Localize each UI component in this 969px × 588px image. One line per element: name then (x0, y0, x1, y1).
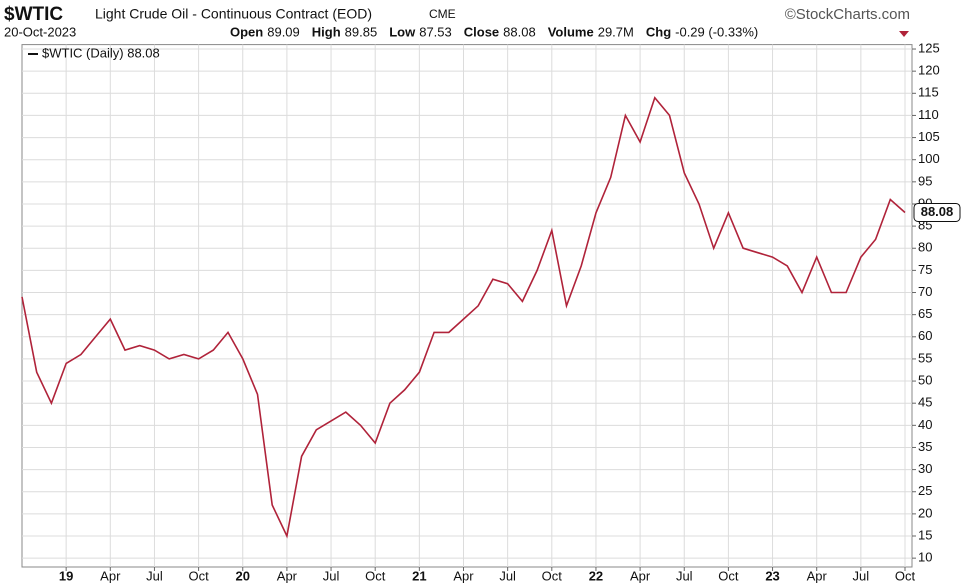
price-line (21, 96, 906, 539)
y-tick-label: 10 (918, 550, 932, 565)
plot-area (21, 44, 913, 568)
x-tick-label: Oct (365, 568, 386, 583)
y-tick-label: 35 (918, 439, 932, 454)
stat-label: Low (389, 24, 416, 39)
x-tick-label: Jul (676, 568, 693, 583)
y-tick-label: 115 (918, 85, 939, 100)
source: ©StockCharts.com (785, 6, 910, 23)
stat-value: 87.53 (419, 24, 452, 39)
plot: 1015202530354045505560657075808590951001… (21, 40, 961, 583)
instrument-name: Light Crude Oil - Continuous Contract (E… (95, 6, 372, 22)
stat-value: 89.85 (345, 24, 378, 39)
y-tick-label: 15 (918, 527, 932, 542)
y-tick-label: 75 (918, 262, 932, 277)
x-tick-label: Oct (895, 568, 916, 583)
y-tick-label: 125 (918, 40, 940, 55)
x-tick-label: Jul (853, 568, 870, 583)
y-tick-label: 80 (918, 240, 932, 255)
last-value-label: 88.08 (921, 204, 954, 219)
date: 20-Oct-2023 (4, 24, 76, 39)
stat-label: Open (230, 24, 263, 39)
y-tick-label: 55 (918, 350, 932, 365)
legend-label: $WTIC (Daily) 88.08 (42, 45, 160, 60)
y-tick-label: 25 (918, 483, 932, 498)
stat-value: 29.7M (598, 24, 634, 39)
x-tick-label: Apr (100, 568, 121, 583)
x-tick-label: Oct (718, 568, 739, 583)
x-tick-label: 21 (412, 568, 426, 583)
y-tick-label: 110 (918, 107, 939, 122)
x-tick-label: Oct (188, 568, 209, 583)
y-tick-label: 70 (918, 284, 932, 299)
y-tick-label: 95 (918, 173, 932, 188)
x-tick-label: Apr (453, 568, 474, 583)
y-tick-label: 105 (918, 129, 940, 144)
exchange: CME (429, 7, 456, 21)
y-tick-label: 120 (918, 63, 940, 78)
symbol: $WTIC (4, 4, 63, 25)
stats: Open 89.09 High 89.85 Low 87.53 Close 88.08 Volu… (230, 24, 758, 39)
stat-label: Chg (646, 24, 671, 39)
x-tick-label: 20 (236, 568, 250, 583)
stat-label: Volume (548, 24, 594, 39)
y-tick-label: 20 (918, 505, 932, 520)
y-tick-label: 50 (918, 372, 932, 387)
y-tick-label: 100 (918, 151, 940, 166)
x-tick-label: Jul (499, 568, 516, 583)
x-tick-label: Apr (807, 568, 828, 583)
y-tick-label: 60 (918, 328, 932, 343)
x-tick-label: Jul (146, 568, 163, 583)
x-tick-label: 23 (765, 568, 779, 583)
stat-value: 89.09 (267, 24, 300, 39)
x-tick-label: Oct (542, 568, 563, 583)
y-tick-label: 30 (918, 461, 932, 476)
y-tick-label: 65 (918, 306, 932, 321)
x-tick-label: Apr (277, 568, 298, 583)
stat-value: -0.29 (-0.33%) (675, 24, 758, 39)
x-tick-label: Jul (323, 568, 340, 583)
stat-value: 88.08 (503, 24, 536, 39)
stat-label: Close (464, 24, 499, 39)
y-tick-label: 40 (918, 417, 932, 432)
x-tick-label: Apr (630, 568, 651, 583)
down-arrow (899, 31, 909, 37)
last-value-box (913, 202, 961, 222)
stat-label: High (312, 24, 341, 39)
y-tick-label: 45 (918, 395, 932, 410)
x-tick-label: 19 (59, 568, 73, 583)
x-tick-label: 22 (589, 568, 603, 583)
